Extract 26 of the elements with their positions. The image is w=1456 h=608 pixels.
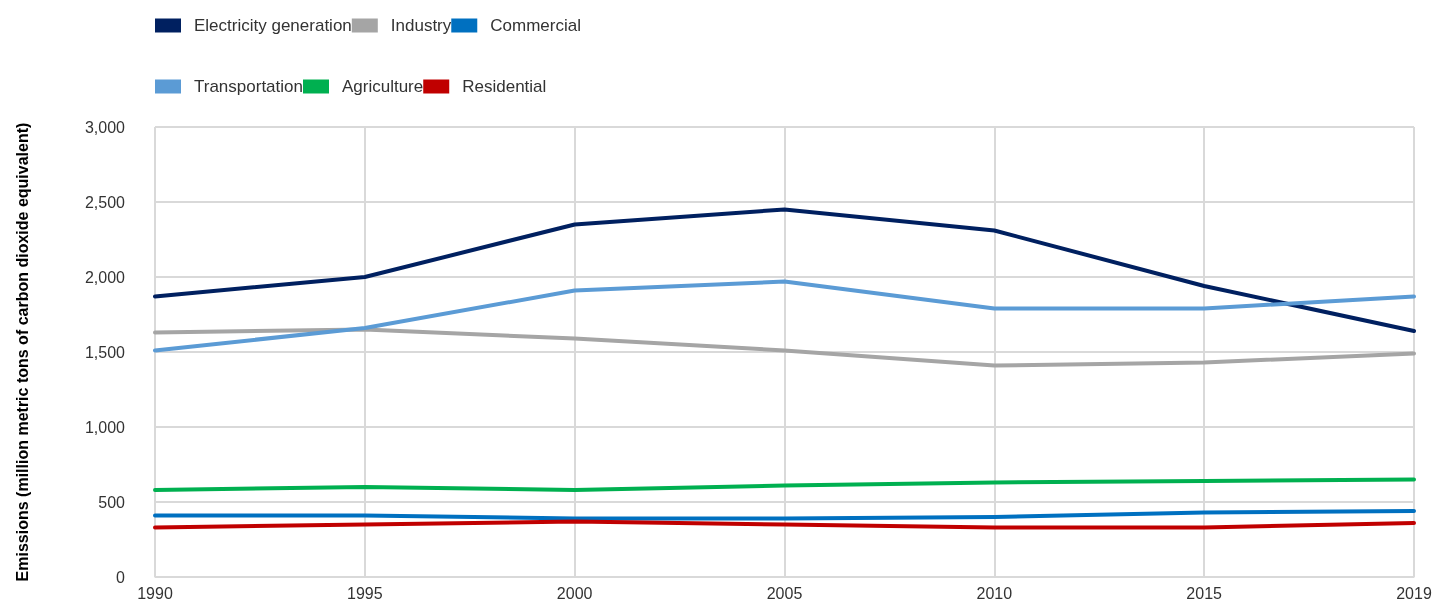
x-tick-label: 2019 [1396,584,1432,602]
legend-label: Transportation [194,77,303,96]
x-tick-label: 2005 [766,584,803,602]
legend-label: Residential [462,77,547,96]
y-axis-title: Emissions (million metric tons of carbon dioxide equivalent) [13,122,31,582]
y-tick-label: 500 [98,493,126,511]
line-series [153,509,1416,521]
line-series [153,327,1416,368]
legend-label: Electricity generation [194,16,352,35]
legend-label: Industry [390,16,452,35]
line-series [153,279,1416,353]
line-series [153,207,1416,333]
legend-label: Agriculture [341,77,424,96]
line-series [153,477,1416,492]
y-tick-label: 1,500 [84,343,126,361]
legend-label: Commercial [490,16,581,35]
x-tick-label: 2015 [1186,584,1223,602]
y-tick-label: 0 [116,568,126,586]
x-tick-label: 2000 [556,584,593,602]
x-tick-label: 1995 [347,584,383,602]
y-tick-label: 1,000 [84,418,126,436]
x-tick-label: 1990 [137,584,173,602]
x-tick-label: 2010 [976,584,1013,602]
y-tick-label: 2,000 [84,268,126,286]
y-tick-label: 3,000 [84,118,126,136]
y-tick-label: 2,500 [84,193,126,211]
